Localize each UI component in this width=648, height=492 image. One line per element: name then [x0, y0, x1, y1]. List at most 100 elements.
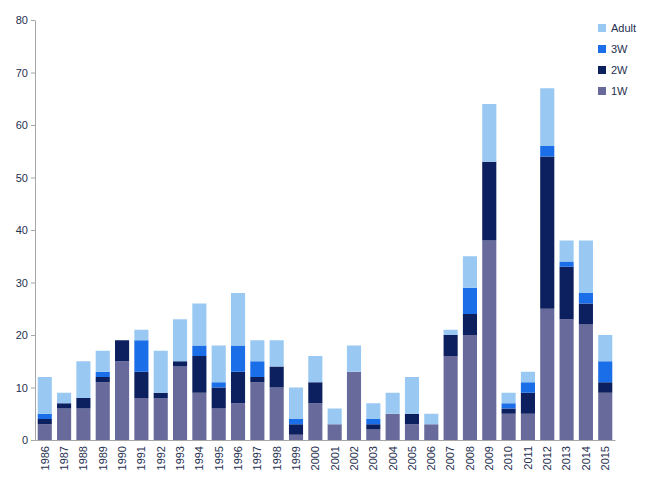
- bar: [76, 409, 90, 441]
- bar: [560, 319, 574, 440]
- bar: [115, 340, 129, 361]
- bar: [250, 361, 264, 377]
- legend: Adult3W2W1W: [598, 22, 636, 97]
- tick-label: 1986: [39, 446, 51, 470]
- bar: [57, 393, 71, 404]
- bar: [212, 382, 226, 387]
- tick: 2008: [464, 440, 476, 470]
- tick-mark: [31, 335, 35, 336]
- tick-label: 2005: [406, 446, 418, 470]
- bar: [366, 424, 380, 429]
- tick: 1996: [232, 440, 244, 470]
- tick-label: 2010: [502, 446, 514, 470]
- bar: [444, 335, 458, 356]
- tick-label: 80: [16, 14, 28, 26]
- bar: [76, 361, 90, 398]
- tick: 1990: [116, 440, 128, 470]
- tick-label: 20: [16, 329, 28, 341]
- tick: 2006: [425, 440, 437, 470]
- bar: [192, 356, 206, 393]
- tick: 2013: [560, 440, 572, 470]
- tick: 2009: [483, 440, 495, 470]
- bar: [540, 146, 554, 157]
- bar: [308, 403, 322, 440]
- bar: [212, 346, 226, 383]
- bar: [463, 256, 477, 288]
- tick-label: 2006: [425, 446, 437, 470]
- tick-label: 1990: [116, 446, 128, 470]
- bar: [463, 335, 477, 440]
- bar: [270, 340, 284, 366]
- bar: [250, 382, 264, 440]
- tick-label: 2007: [444, 446, 456, 470]
- bar: [521, 393, 535, 414]
- tick-mark: [31, 283, 35, 284]
- bar: [521, 414, 535, 440]
- plot: 0102030405060708019861987198819891990199…: [16, 14, 616, 470]
- tick: 2003: [367, 440, 379, 470]
- tick: 2011: [522, 440, 534, 470]
- tick: 2001: [329, 440, 341, 470]
- bar: [540, 309, 554, 440]
- tick-label: 0: [22, 434, 28, 446]
- tick-label: 60: [16, 119, 28, 131]
- tick: 20: [16, 329, 35, 341]
- bar: [386, 414, 400, 440]
- bar: [424, 424, 438, 440]
- bar: [366, 403, 380, 419]
- legend-label: Adult: [611, 22, 636, 34]
- tick: 10: [16, 382, 35, 394]
- bar: [134, 372, 148, 398]
- tick-mark: [31, 388, 35, 389]
- bar: [405, 424, 419, 440]
- axis-line: [36, 440, 616, 441]
- bar: [212, 409, 226, 441]
- legend-swatch: [598, 24, 606, 32]
- tick-mark: [31, 440, 35, 441]
- tick-label: 1994: [193, 446, 205, 470]
- bar: [173, 361, 187, 366]
- bar: [38, 377, 52, 414]
- legend-swatch: [598, 45, 606, 53]
- tick: 2015: [599, 440, 611, 470]
- bar: [270, 367, 284, 388]
- bar: [250, 377, 264, 382]
- axis-line: [35, 21, 36, 441]
- tick: 2000: [309, 440, 321, 470]
- bar: [579, 304, 593, 325]
- tick-label: 1992: [155, 446, 167, 470]
- bar: [502, 414, 516, 440]
- bar: [154, 393, 168, 398]
- bar: [502, 409, 516, 414]
- tick: 2004: [386, 440, 398, 470]
- tick-label: 2002: [348, 446, 360, 470]
- tick-label: 1989: [97, 446, 109, 470]
- bar: [115, 340, 129, 341]
- bar: [115, 361, 129, 440]
- bar: [173, 319, 187, 361]
- legend-item: Adult: [598, 22, 636, 34]
- legend-swatch: [598, 87, 606, 95]
- y-axis: 01020304050607080: [16, 14, 36, 446]
- tick-label: 2000: [309, 446, 321, 470]
- bar: [579, 241, 593, 294]
- legend-label: 2W: [611, 64, 628, 76]
- bar: [579, 325, 593, 441]
- tick: 30: [16, 277, 35, 289]
- bar: [192, 393, 206, 440]
- bar: [154, 398, 168, 440]
- tick-label: 1998: [271, 446, 283, 470]
- chart: 0102030405060708019861987198819891990199…: [0, 0, 648, 492]
- bar: [115, 340, 129, 341]
- bar: [366, 419, 380, 424]
- bar: [405, 414, 419, 425]
- tick-label: 2004: [386, 446, 398, 470]
- tick-mark: [31, 73, 35, 74]
- bar: [540, 88, 554, 146]
- tick: 1986: [39, 440, 51, 470]
- bar: [540, 157, 554, 309]
- tick-label: 2008: [464, 446, 476, 470]
- bar: [482, 162, 496, 241]
- bar: [250, 340, 264, 361]
- tick: 1995: [213, 440, 225, 470]
